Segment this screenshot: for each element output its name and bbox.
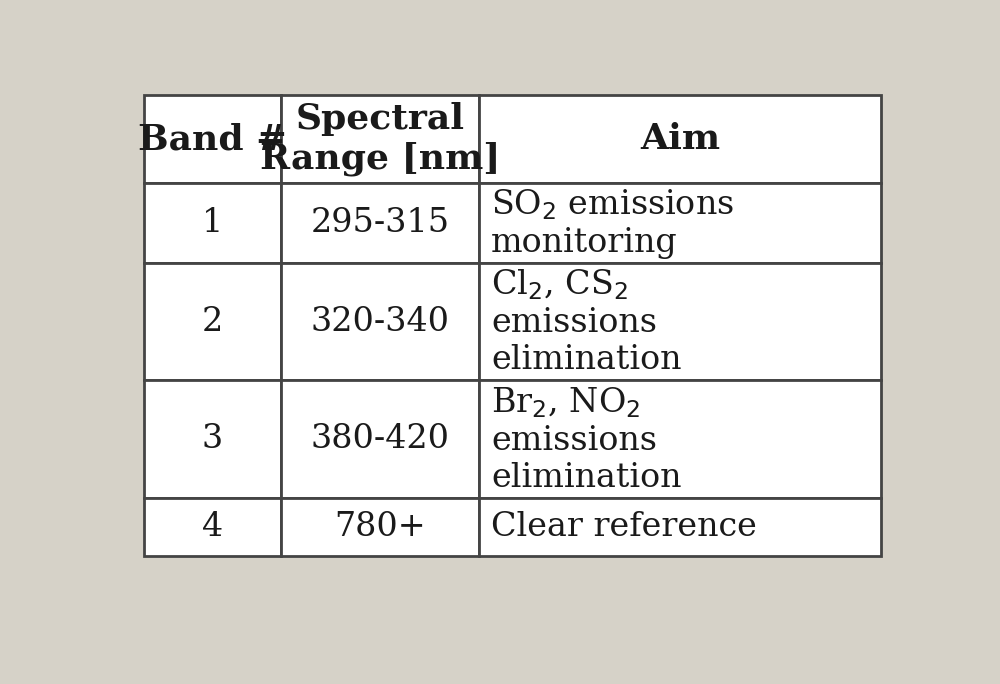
Text: 380-420: 380-420	[310, 423, 449, 456]
Bar	[281, 263, 479, 380]
Text: Clear reference: Clear reference	[491, 511, 757, 543]
Bar	[479, 380, 881, 498]
Bar	[479, 183, 881, 263]
Bar	[144, 498, 281, 555]
Bar	[144, 263, 281, 380]
Text: Spectral
Range [nm]: Spectral Range [nm]	[260, 102, 500, 176]
Text: SO$_2$ emissions
monitoring: SO$_2$ emissions monitoring	[491, 187, 734, 259]
Text: 4: 4	[202, 511, 223, 543]
Bar	[144, 95, 281, 183]
Bar	[479, 263, 881, 380]
Text: Band #: Band #	[138, 122, 287, 156]
Bar	[281, 498, 479, 555]
Bar	[479, 498, 881, 555]
Bar	[479, 95, 881, 183]
Bar	[144, 380, 281, 498]
Bar	[281, 380, 479, 498]
Text: Br$_2$, NO$_2$
emissions
elimination: Br$_2$, NO$_2$ emissions elimination	[491, 385, 681, 494]
Text: Aim: Aim	[640, 122, 720, 156]
Text: 780+: 780+	[334, 511, 426, 543]
Bar	[281, 95, 479, 183]
Text: 2: 2	[202, 306, 223, 338]
Bar	[281, 183, 479, 263]
Text: 320-340: 320-340	[310, 306, 449, 338]
Text: 3: 3	[202, 423, 223, 456]
Text: Cl$_2$, CS$_2$
emissions
elimination: Cl$_2$, CS$_2$ emissions elimination	[491, 267, 681, 376]
Text: 1: 1	[202, 207, 223, 239]
Bar	[144, 183, 281, 263]
Text: 295-315: 295-315	[310, 207, 450, 239]
